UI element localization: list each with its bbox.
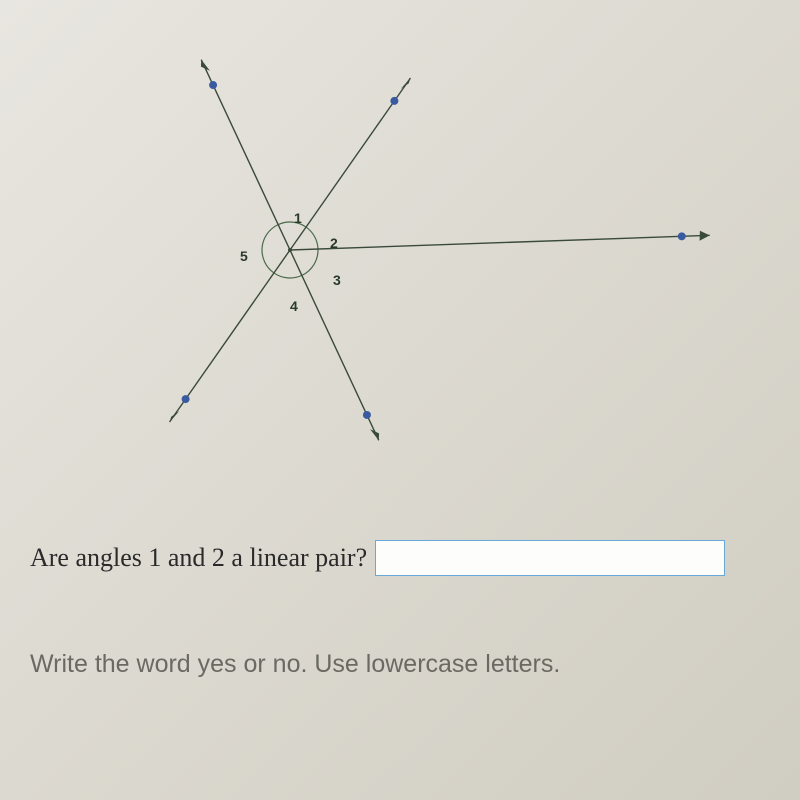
angle-diagram: 1 2 3 4 5 — [80, 20, 720, 460]
angle-label-2: 2 — [330, 235, 338, 251]
angle-label-4: 4 — [290, 298, 298, 314]
question-row: Are angles 1 and 2 a linear pair? — [30, 540, 800, 576]
angle-label-1: 1 — [294, 210, 302, 226]
instruction-row: Write the word yes or no. Use lowercase … — [30, 650, 560, 679]
instruction-text: Write the word yes or no. Use lowercase … — [30, 650, 560, 678]
angle-label-3: 3 — [333, 272, 341, 288]
angle-label-5: 5 — [240, 248, 248, 264]
diagram-svg — [80, 20, 720, 460]
answer-input[interactable] — [375, 540, 725, 576]
screenshot-root: 12345 Are angles 1 and 2 a linear pair? … — [0, 0, 800, 800]
question-text: Are angles 1 and 2 a linear pair? — [30, 543, 367, 573]
